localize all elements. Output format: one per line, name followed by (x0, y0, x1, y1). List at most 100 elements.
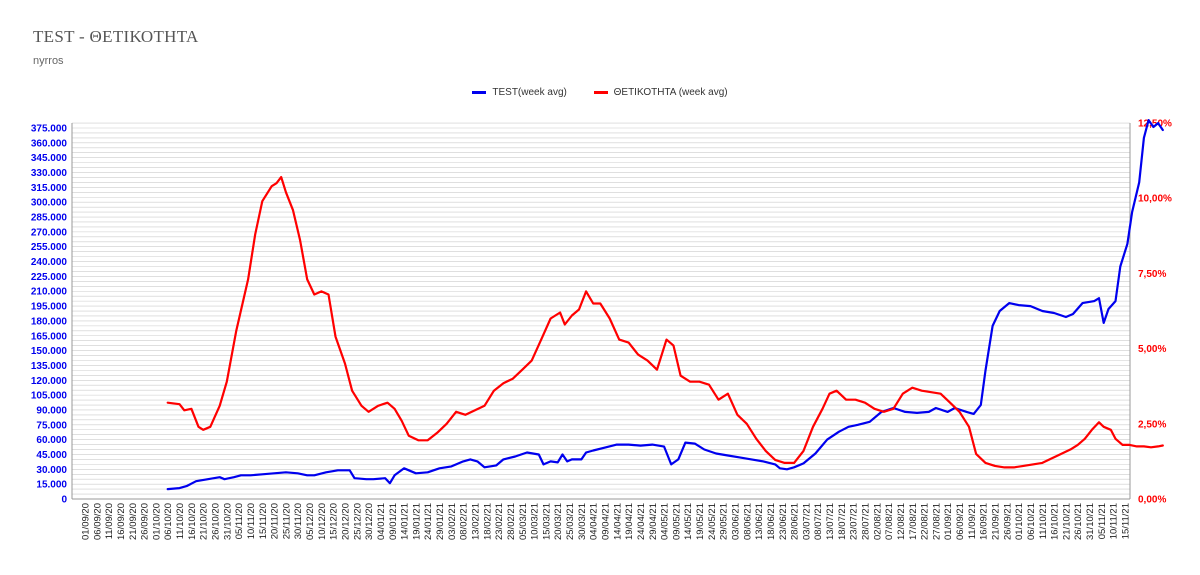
x-tick-label: 05/11/20 (234, 503, 245, 539)
left-tick-label: 210.000 (31, 287, 68, 298)
x-tick-label: 28/02/21 (506, 503, 517, 540)
left-tick-label: 315.000 (31, 183, 68, 194)
x-tick-label: 16/09/21 (979, 503, 990, 540)
legend-label-positivity: ΘΕΤΙΚΟΤΗΤΑ (week avg) (613, 87, 728, 98)
x-tick-label: 01/10/21 (1014, 503, 1025, 540)
x-tick-label: 06/10/21 (1026, 503, 1037, 540)
x-tick-label: 29/05/21 (719, 503, 730, 540)
x-tick-label: 27/08/21 (931, 503, 942, 540)
x-tick-label: 10/12/20 (317, 503, 328, 540)
x-tick-label: 18/02/21 (482, 503, 493, 540)
legend-swatch-test (472, 91, 487, 94)
legend-item-test[interactable]: TEST(week avg) (472, 87, 567, 98)
x-tick-label: 05/03/21 (518, 503, 529, 540)
x-tick-label: 03/07/21 (801, 503, 812, 540)
x-tick-label: 26/09/21 (1002, 503, 1013, 540)
x-tick-label: 11/10/21 (1038, 503, 1049, 539)
left-tick-label: 90.000 (36, 405, 67, 416)
x-tick-label: 23/02/21 (494, 503, 505, 540)
x-axis-ticks: 01/09/20 06/09/20 11/09/20 16/09/20 21/09/20… (81, 503, 1132, 540)
left-tick-label: 0 (61, 495, 67, 506)
axes (71, 123, 1131, 500)
x-tick-label: 26/10/20 (211, 503, 222, 540)
x-tick-label: 02/08/21 (872, 503, 883, 540)
series-line-test[interactable] (166, 119, 1164, 491)
x-tick-label: 05/11/21 (1097, 503, 1108, 539)
x-tick-label: 30/03/21 (577, 503, 588, 540)
left-tick-label: 60.000 (36, 435, 67, 446)
x-tick-label: 20/12/20 (341, 503, 352, 540)
x-tick-label: 12/08/21 (896, 503, 907, 540)
left-axis-ticks: 0 15.000 30.000 45.000 60.000 75.000 90.000 105… (31, 124, 68, 506)
legend: TEST(week avg) ΘΕΤΙΚΟΤΗΤΑ (week avg) (0, 86, 1200, 98)
x-tick-label: 10/11/21 (1109, 503, 1120, 539)
x-tick-label: 17/08/21 (908, 503, 919, 540)
x-tick-label: 13/02/21 (471, 503, 482, 540)
left-tick-label: 345.000 (31, 153, 68, 164)
x-tick-label: 23/07/21 (849, 503, 860, 540)
x-tick-label: 06/09/21 (955, 503, 966, 540)
x-tick-label: 15/03/21 (541, 503, 552, 540)
x-tick-label: 09/05/21 (671, 503, 682, 540)
left-tick-label: 120.000 (31, 376, 68, 387)
x-tick-label: 01/10/20 (151, 503, 162, 540)
left-tick-label: 195.000 (31, 302, 68, 313)
x-tick-label: 24/01/21 (423, 503, 434, 540)
x-tick-label: 11/09/20 (104, 503, 115, 539)
x-tick-label: 26/10/21 (1073, 503, 1084, 540)
x-tick-label: 01/09/20 (81, 503, 92, 540)
x-tick-label: 20/03/21 (553, 503, 564, 540)
x-tick-label: 19/01/21 (411, 503, 422, 540)
chart-subtitle: nyrros (33, 55, 64, 67)
x-tick-label: 13/07/21 (825, 503, 836, 540)
left-tick-label: 330.000 (31, 168, 68, 179)
x-tick-label: 23/06/21 (778, 503, 789, 540)
x-tick-label: 21/09/20 (128, 503, 139, 540)
x-tick-label: 21/10/21 (1061, 503, 1072, 540)
x-tick-label: 16/09/20 (116, 503, 127, 540)
x-tick-label: 20/11/20 (270, 503, 281, 539)
chart-title: TEST - ΘΕΤΙΚΟΤΗΤΑ (33, 27, 199, 46)
legend-label-test: TEST(week avg) (492, 87, 567, 98)
x-tick-label: 08/07/21 (813, 503, 824, 540)
x-tick-label: 18/06/21 (766, 503, 777, 540)
left-tick-label: 285.000 (31, 213, 68, 224)
left-tick-label: 360.000 (31, 138, 68, 149)
right-axis-ticks: 0,00% 2,50% 5,00% 7,50% 10,00% 12,50% (1138, 119, 1172, 506)
x-tick-label: 14/05/21 (683, 503, 694, 540)
series-lines (166, 119, 1164, 491)
x-tick-label: 19/05/21 (695, 503, 706, 540)
x-tick-label: 06/09/20 (92, 503, 103, 540)
x-tick-label: 07/08/21 (884, 503, 895, 540)
x-tick-label: 16/10/20 (187, 503, 198, 540)
x-tick-label: 04/05/21 (660, 503, 671, 540)
gridlines (72, 122, 1130, 500)
x-tick-label: 04/01/21 (376, 503, 387, 540)
x-tick-label: 03/02/21 (447, 503, 458, 540)
left-tick-label: 30.000 (36, 465, 67, 476)
x-tick-label: 01/09/21 (943, 503, 954, 540)
left-tick-label: 300.000 (31, 198, 68, 209)
right-tick-label: 12,50% (1138, 119, 1172, 130)
x-tick-label: 14/04/21 (612, 503, 623, 540)
x-tick-label: 21/09/21 (991, 503, 1002, 540)
legend-item-positivity[interactable]: ΘΕΤΙΚΟΤΗΤΑ (week avg) (593, 87, 728, 98)
x-tick-label: 05/12/20 (305, 503, 316, 540)
x-tick-label: 30/11/20 (293, 503, 304, 539)
x-tick-label: 10/11/20 (246, 503, 257, 539)
right-tick-label: 5,00% (1138, 344, 1166, 355)
x-tick-label: 31/10/20 (222, 503, 233, 540)
x-tick-label: 21/10/20 (199, 503, 210, 540)
x-tick-label: 28/06/21 (790, 503, 801, 540)
x-tick-label: 09/01/21 (388, 503, 399, 540)
series-line-positivity[interactable] (166, 176, 1164, 469)
left-tick-label: 165.000 (31, 331, 68, 342)
right-tick-label: 7,50% (1138, 269, 1166, 280)
left-tick-label: 255.000 (31, 242, 68, 253)
x-tick-label: 13/06/21 (754, 503, 765, 540)
x-tick-label: 11/09/21 (967, 503, 978, 539)
right-tick-label: 2,50% (1138, 419, 1166, 430)
x-tick-label: 10/03/21 (530, 503, 541, 540)
x-tick-label: 08/06/21 (742, 503, 753, 540)
